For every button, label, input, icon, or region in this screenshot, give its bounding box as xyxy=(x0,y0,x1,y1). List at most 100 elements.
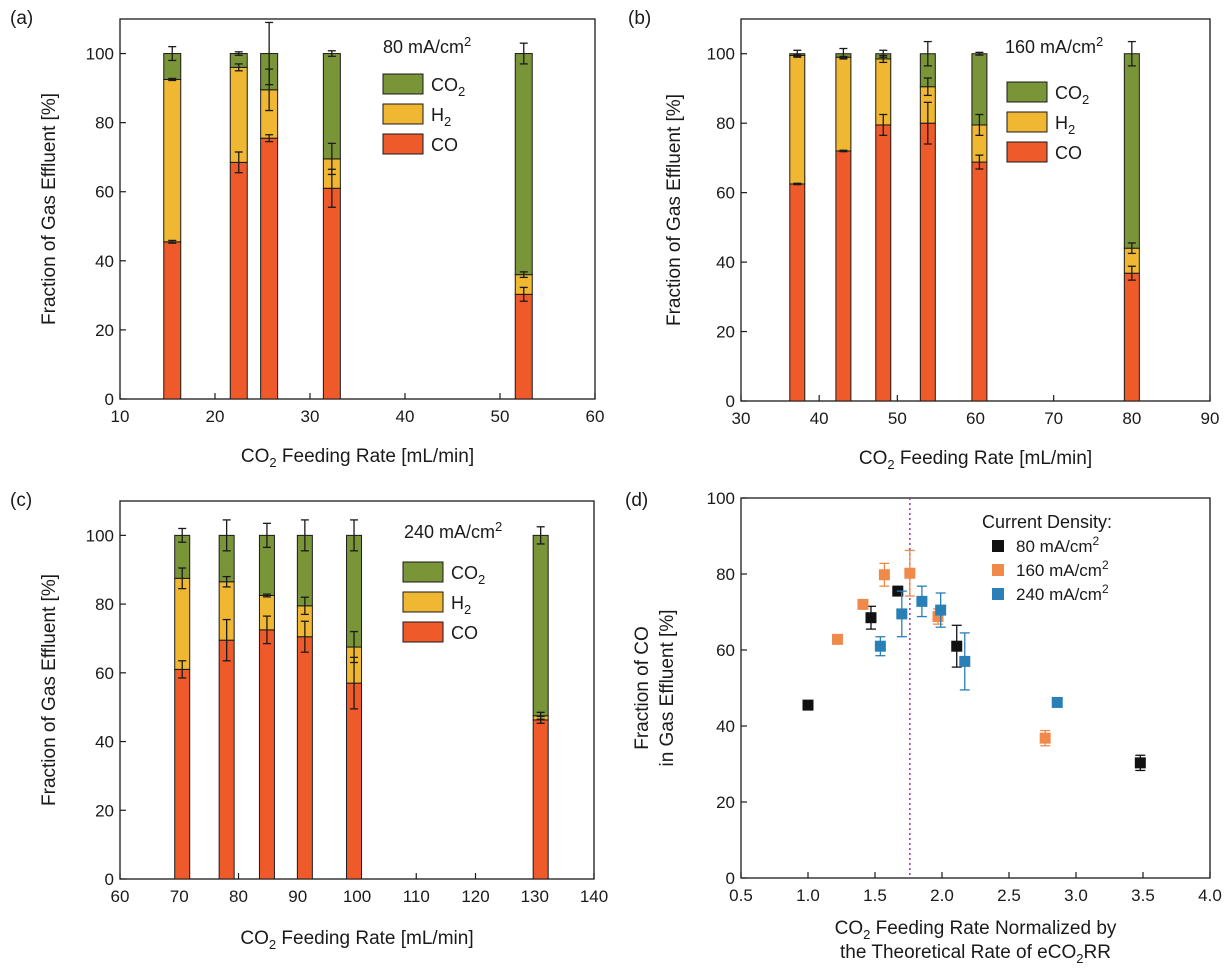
x-tick-label: 60 xyxy=(966,409,985,428)
panel-label: (a) xyxy=(10,8,33,29)
x-tick-label: 3.5 xyxy=(1131,886,1155,905)
data-point xyxy=(951,640,963,652)
data-point xyxy=(932,611,944,623)
plot-frame xyxy=(740,497,1211,879)
bar-segment-co2 xyxy=(346,534,363,648)
bar-segment-h2 xyxy=(163,78,182,243)
y-tick-label: 0 xyxy=(726,392,735,411)
legend-label: CO xyxy=(1055,143,1082,163)
bar-segment-co xyxy=(835,150,852,402)
data-point xyxy=(865,612,877,624)
bar-segment-co xyxy=(260,137,279,400)
x-tick-label: 10 xyxy=(111,407,130,426)
y-tick-label: 20 xyxy=(716,793,735,812)
legend-label: CO2 xyxy=(1055,83,1089,107)
legend-label: 160 mA/cm2 xyxy=(1016,558,1109,580)
y-tick-label: 100 xyxy=(86,45,114,64)
x-axis-label: CO2 Feeding Rate [mL/min] xyxy=(241,446,474,470)
data-point xyxy=(878,569,890,581)
y-axis-label: Fraction of CO xyxy=(632,626,653,750)
y-tick-label: 60 xyxy=(716,184,735,203)
bar-segment-h2 xyxy=(229,66,248,163)
bar-segment-co xyxy=(514,293,533,400)
current-density-annotation: 160 mA/cm2 xyxy=(1005,34,1103,57)
y-tick-label: 20 xyxy=(716,323,735,342)
bar-segment-co xyxy=(322,187,341,400)
legend-swatch xyxy=(382,133,424,155)
data-point xyxy=(857,598,869,610)
x-tick-label: 1.0 xyxy=(796,886,820,905)
data-point xyxy=(1134,757,1146,769)
legend-swatch xyxy=(1006,81,1048,103)
panel-label: (d) xyxy=(625,490,648,511)
data-point xyxy=(1039,732,1051,744)
legend-swatch xyxy=(382,103,424,125)
data-point xyxy=(959,655,971,667)
x-tick-label: 20 xyxy=(206,407,225,426)
x-tick-label: 30 xyxy=(301,407,320,426)
legend-swatch xyxy=(402,621,444,643)
x-tick-label: 30 xyxy=(732,409,751,428)
x-tick-label: 40 xyxy=(810,409,829,428)
bar-segment-co xyxy=(875,124,892,402)
legend-swatch xyxy=(382,73,424,95)
y-tick-label: 60 xyxy=(95,183,114,202)
x-tick-label: 80 xyxy=(229,887,248,906)
y-axis-label: Fraction of Gas Effluent [%] xyxy=(39,574,60,806)
y-tick-label: 100 xyxy=(707,45,735,64)
x-tick-label: 90 xyxy=(288,887,307,906)
bar-segment-h2 xyxy=(789,54,806,185)
bar-segment-co xyxy=(971,161,988,402)
y-axis-label: Fraction of Gas Effluent [%] xyxy=(39,93,60,325)
legend-label: 240 mA/cm2 xyxy=(1016,582,1109,604)
legend-marker xyxy=(992,588,1004,600)
y-tick-label: 20 xyxy=(95,321,114,340)
x-tick-label: 70 xyxy=(170,887,189,906)
x-tick-label: 40 xyxy=(396,407,415,426)
current-density-annotation: 240 mA/cm2 xyxy=(404,519,502,542)
y-tick-label: 60 xyxy=(716,641,735,660)
bar-segment-co xyxy=(218,639,235,880)
bar-segment-h2 xyxy=(835,56,852,152)
y-tick-label: 100 xyxy=(707,489,735,508)
legend-label: CO2 xyxy=(431,75,465,99)
y-tick-label: 80 xyxy=(95,595,114,614)
x-tick-label: 70 xyxy=(1044,409,1063,428)
y-tick-label: 100 xyxy=(86,526,114,545)
panel-label: (b) xyxy=(628,8,651,29)
x-axis-label: CO2 Feeding Rate Normalized by xyxy=(835,918,1117,942)
y-tick-label: 80 xyxy=(716,565,735,584)
legend-label: H2 xyxy=(431,105,451,129)
legend-label: H2 xyxy=(451,593,471,617)
bar-segment-co2 xyxy=(532,534,549,717)
bar-segment-co xyxy=(346,682,363,880)
bar-segment-co xyxy=(174,668,191,880)
bar-segment-co xyxy=(296,636,313,880)
legend-swatch xyxy=(402,561,444,583)
chart-panel-c: 60 70 80 90 100 110 120 130 140 0 20 40 60 80 100 (c) 24… xyxy=(10,490,608,952)
chart-panel-a: 10 20 30 40 50 60 0 20 40 60 80 100 (a) 80 mA/cm2 CO2 H… xyxy=(10,8,604,470)
chart-panel-b: 30 40 50 60 70 80 90 0 20 40 60 80 100 (b) 160 mA/cm2 C… xyxy=(628,8,1219,472)
data-point xyxy=(896,608,908,620)
x-tick-label: 2.5 xyxy=(997,886,1021,905)
legend-label: H2 xyxy=(1055,113,1075,137)
y-tick-label: 40 xyxy=(95,252,114,271)
x-tick-label: 130 xyxy=(521,887,549,906)
x-tick-label: 120 xyxy=(461,887,489,906)
y-tick-label: 40 xyxy=(716,253,735,272)
x-axis-label: the Theoretical Rate of eCO2RR xyxy=(840,942,1111,966)
bar-segment-co xyxy=(532,719,549,880)
legend-label: CO2 xyxy=(451,563,485,587)
legend-label: 80 mA/cm2 xyxy=(1016,534,1100,556)
bar-segment-co xyxy=(163,241,182,400)
bar-segment-co2 xyxy=(514,53,533,276)
x-tick-label: 110 xyxy=(403,887,430,906)
legend-swatch xyxy=(1006,111,1048,133)
legend-marker xyxy=(992,564,1004,576)
current-density-annotation: 80 mA/cm2 xyxy=(383,34,471,57)
data-point xyxy=(916,595,928,607)
data-point xyxy=(935,604,947,616)
bar-segment-h2 xyxy=(174,577,191,670)
legend-marker xyxy=(992,540,1004,552)
